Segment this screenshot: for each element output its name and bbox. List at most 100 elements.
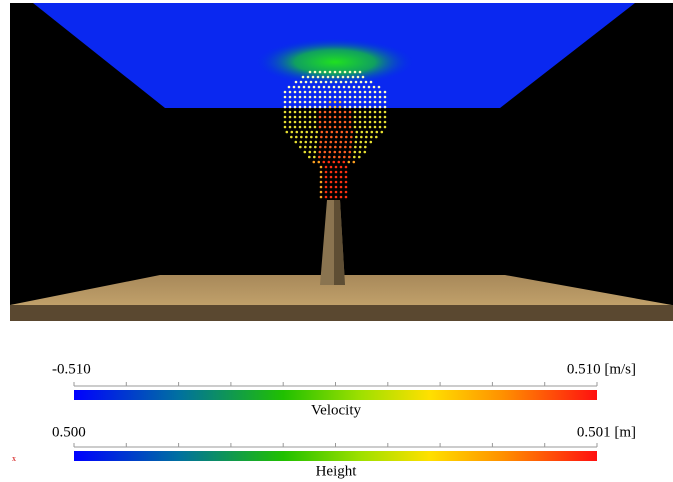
- particle: [329, 185, 333, 189]
- particle: [295, 130, 299, 134]
- particle: [303, 150, 307, 154]
- particle: [308, 155, 311, 159]
- particle: [308, 95, 312, 99]
- particle: [368, 100, 372, 104]
- particle: [348, 110, 352, 114]
- particle: [293, 90, 297, 94]
- particle: [378, 120, 382, 124]
- particle: [308, 120, 312, 124]
- pillar-shade: [334, 200, 345, 285]
- particle: [329, 190, 333, 194]
- particle: [294, 80, 298, 84]
- particle: [308, 105, 312, 109]
- particle: [323, 95, 327, 99]
- particle: [363, 110, 367, 114]
- particle: [348, 125, 352, 129]
- axis-indicator: x: [12, 454, 16, 463]
- particle: [363, 105, 367, 109]
- particle: [324, 170, 328, 174]
- particle: [368, 120, 372, 124]
- particle: [333, 90, 337, 94]
- particle: [343, 120, 347, 124]
- particles: [283, 70, 387, 199]
- particle: [338, 120, 342, 124]
- particle: [334, 80, 338, 84]
- particle: [317, 85, 321, 89]
- particle: [343, 125, 347, 129]
- particle: [328, 100, 332, 104]
- particle: [350, 135, 353, 139]
- particle: [383, 90, 387, 94]
- particle: [309, 145, 312, 149]
- particle: [314, 145, 317, 149]
- particle: [350, 130, 354, 134]
- particle: [324, 80, 328, 84]
- particle: [351, 75, 355, 79]
- particle: [312, 160, 316, 164]
- particle: [348, 100, 352, 104]
- particle: [304, 80, 308, 84]
- particle: [316, 75, 320, 79]
- particle: [372, 85, 376, 89]
- particle: [295, 135, 298, 139]
- particle: [323, 115, 327, 119]
- min-label: 0.500: [52, 424, 86, 440]
- particle: [359, 140, 363, 144]
- particle: [338, 155, 341, 159]
- particle: [293, 120, 297, 124]
- particle: [313, 120, 317, 124]
- particle: [319, 175, 323, 179]
- particle: [299, 80, 303, 84]
- particle: [343, 155, 346, 159]
- particle: [380, 130, 384, 134]
- particle: [359, 80, 363, 84]
- particle: [313, 95, 317, 99]
- particle: [283, 105, 287, 109]
- particle: [317, 160, 321, 164]
- particle: [323, 120, 327, 124]
- particle: [324, 145, 327, 149]
- particle: [283, 95, 287, 99]
- particle: [358, 125, 362, 129]
- particle: [344, 190, 348, 194]
- particle: [303, 115, 307, 119]
- particle: [352, 85, 356, 89]
- particle: [329, 195, 333, 199]
- particle: [318, 150, 322, 154]
- particle: [368, 115, 372, 119]
- colorbars: -0.510 0.510 [m/s] Velocity 0.500 0.501 [m] H…: [52, 361, 636, 479]
- max-label: 0.510 [m/s]: [567, 361, 636, 377]
- particle: [383, 105, 387, 109]
- particle: [328, 70, 332, 74]
- particle: [368, 110, 372, 114]
- particle: [319, 140, 323, 144]
- particle: [364, 145, 367, 149]
- particle: [309, 80, 313, 84]
- particle: [288, 105, 292, 109]
- color-ramp: [74, 390, 597, 400]
- particle: [283, 100, 287, 104]
- particle: [324, 185, 328, 189]
- particle: [378, 90, 382, 94]
- particle: [348, 95, 352, 99]
- particle: [339, 145, 342, 149]
- particle: [349, 80, 353, 84]
- particle: [318, 110, 322, 114]
- particle: [358, 120, 362, 124]
- particle: [319, 180, 323, 184]
- particle: [339, 170, 343, 174]
- particle: [293, 100, 297, 104]
- particle: [373, 115, 377, 119]
- particle: [353, 95, 357, 99]
- particle: [383, 115, 387, 119]
- particle: [283, 125, 287, 129]
- particle: [321, 75, 325, 79]
- particle: [304, 140, 308, 144]
- particle: [358, 115, 362, 119]
- particle: [313, 70, 317, 74]
- particle: [329, 180, 333, 184]
- particle: [323, 90, 327, 94]
- ceiling-glow: [255, 38, 415, 86]
